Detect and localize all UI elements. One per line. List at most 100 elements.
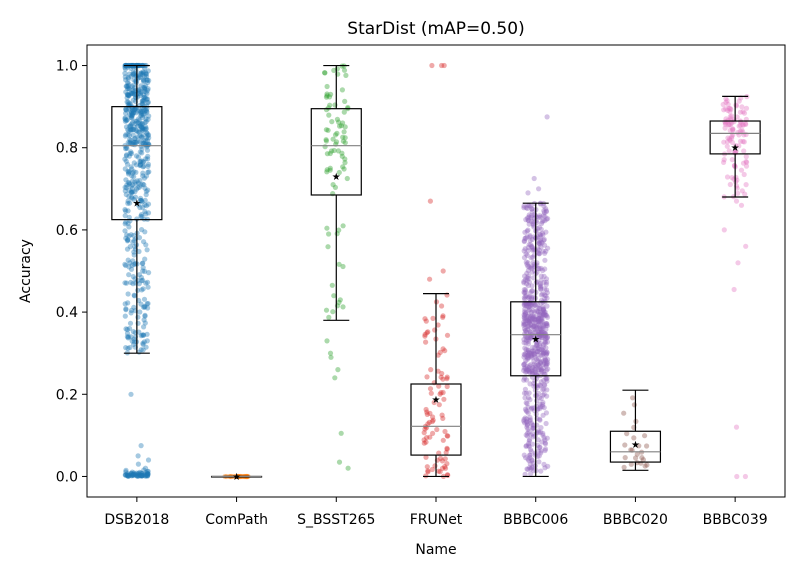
data-point: [543, 363, 549, 369]
data-point: [532, 326, 538, 332]
data-point: [129, 110, 135, 116]
data-point: [123, 262, 129, 269]
data-point: [128, 334, 134, 340]
data-point: [328, 148, 335, 154]
data-point: [143, 280, 149, 286]
data-point: [524, 337, 530, 343]
data-point: [145, 471, 151, 477]
data-point: [132, 118, 138, 124]
data-point: [131, 169, 137, 175]
data-point: [543, 361, 549, 367]
data-point: [442, 348, 448, 354]
data-point: [430, 315, 436, 321]
data-point: [536, 319, 542, 325]
data-point: [521, 377, 527, 383]
data-point: [528, 242, 534, 248]
data-point: [526, 304, 532, 310]
data-point: [138, 473, 144, 479]
data-point: [145, 86, 151, 92]
data-point: [145, 457, 152, 463]
data-point: [522, 386, 529, 392]
data-point: [137, 74, 143, 80]
data-point: [123, 345, 129, 351]
data-point: [539, 328, 545, 334]
data-point: [534, 301, 540, 307]
data-point: [723, 99, 729, 105]
data-point: [128, 279, 134, 285]
data-point: [122, 207, 128, 213]
data-point: [540, 392, 546, 398]
data-point: [522, 333, 528, 339]
data-point: [425, 421, 431, 427]
data-point: [334, 231, 340, 237]
data-point: [527, 369, 533, 375]
data-point: [135, 470, 141, 476]
data-point: [122, 188, 128, 194]
data-point: [142, 303, 148, 310]
data-point: [145, 87, 151, 93]
data-point: [129, 107, 136, 113]
data-point: [733, 148, 739, 154]
data-point: [439, 62, 445, 69]
data-point: [533, 337, 539, 343]
data-point: [444, 374, 450, 380]
data-point: [729, 120, 735, 126]
data-point: [336, 299, 342, 305]
data-point: [140, 84, 146, 90]
x-tick-label: DSB2018: [104, 512, 169, 528]
data-point: [526, 214, 532, 220]
data-point: [525, 244, 531, 251]
data-point: [523, 443, 529, 449]
data-point: [422, 331, 428, 338]
data-point: [530, 254, 536, 260]
data-point: [537, 359, 543, 365]
data-point: [138, 109, 144, 115]
data-point: [137, 149, 143, 155]
data-point: [724, 139, 731, 145]
data-point: [542, 465, 548, 471]
data-point: [130, 119, 136, 126]
data-point: [644, 462, 650, 468]
data-point: [542, 292, 548, 298]
data-point: [528, 352, 534, 358]
data-point: [124, 238, 131, 244]
data-point: [141, 296, 148, 302]
data-point: [528, 213, 534, 219]
data-point: [123, 77, 129, 83]
data-point: [544, 295, 550, 301]
data-point: [528, 263, 534, 269]
data-point: [140, 340, 146, 346]
data-point: [534, 326, 540, 332]
data-point: [743, 121, 749, 127]
data-point: [133, 472, 139, 478]
data-point: [137, 162, 143, 169]
data-point: [734, 114, 740, 120]
data-point: [544, 334, 550, 340]
data-point: [522, 311, 529, 317]
data-point: [524, 424, 530, 430]
data-point: [134, 473, 140, 479]
data-point: [123, 235, 129, 241]
data-point: [439, 458, 445, 464]
data-point: [529, 265, 535, 271]
data-point: [529, 368, 535, 374]
data-point: [529, 209, 535, 215]
data-point: [122, 261, 128, 267]
data-point: [128, 114, 134, 121]
data-point: [129, 195, 135, 201]
data-point: [330, 182, 336, 188]
data-point: [122, 301, 128, 307]
data-point: [330, 136, 336, 142]
data-point: [338, 123, 344, 129]
data-point: [542, 440, 548, 446]
data-point: [125, 140, 131, 146]
data-point: [129, 470, 135, 476]
data-point: [122, 116, 128, 122]
data-point: [126, 71, 132, 77]
data-point: [122, 118, 128, 124]
data-point: [444, 383, 450, 390]
data-point: [723, 120, 729, 126]
data-point: [138, 443, 144, 449]
data-point: [730, 126, 736, 132]
data-point: [142, 473, 149, 479]
